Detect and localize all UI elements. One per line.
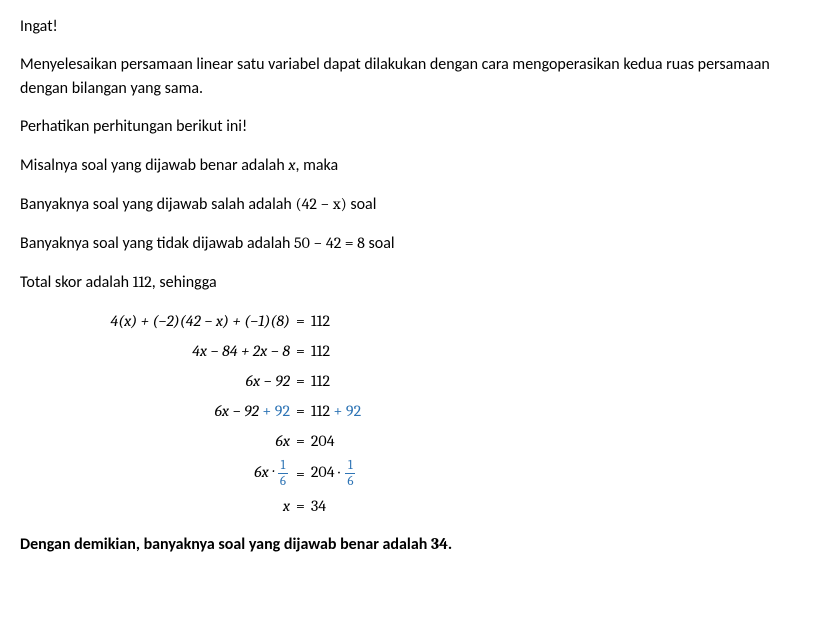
eq-sign: = <box>296 399 305 423</box>
eq6-right: 204 · 16 <box>305 459 358 488</box>
eq-sign: = <box>296 369 305 393</box>
fraction-left: 16 <box>278 459 288 488</box>
eq1-left: 4(x) + (−2)(42 − x) + (−1)(8) <box>20 309 296 333</box>
eq-line-6: 6x · 16 = 204 · 16 <box>20 459 819 488</box>
text-let-a: Misalnya soal yang dijawab benar adalah <box>20 156 288 175</box>
eq-line-3: 6x − 92 = 112 <box>20 369 819 393</box>
text-let-b: , maka <box>295 156 338 175</box>
eq2-left: 4x − 84 + 2x − 8 <box>20 339 296 363</box>
conclusion: Dengan demikian, banyaknya soal yang dij… <box>20 532 819 557</box>
eq1-right: 112 <box>305 309 330 333</box>
eq-line-7: x = 34 <box>20 494 819 518</box>
equation-block: 4(x) + (−2)(42 − x) + (−1)(8) = 112 4x −… <box>20 309 819 518</box>
fraction-right: 16 <box>345 459 355 488</box>
eq6-left: 6x · 16 <box>20 459 296 488</box>
text-wrong-b: soal <box>347 195 377 214</box>
eq5-left: 6x <box>20 429 296 453</box>
text-unans-a: Banyaknya soal yang tidak dijawab adalah <box>20 234 294 253</box>
paragraph-unanswered: Banyaknya soal yang tidak dijawab adalah… <box>20 231 819 256</box>
eq2-right: 112 <box>305 339 330 363</box>
text-unans-b: soal <box>365 234 395 253</box>
text-wrong-a: Banyaknya soal yang dijawab salah adalah <box>20 195 295 214</box>
conclusion-val: 34 <box>431 535 448 553</box>
eq4-left: 6x − 92 + 92 <box>20 399 296 423</box>
text-total-a: Total skor adalah <box>20 273 133 292</box>
paragraph-attention: Perhatikan perhitungan berikut ini! <box>20 115 819 139</box>
conclusion-b: . <box>448 535 452 554</box>
paragraph-wrong: Banyaknya soal yang dijawab salah adalah… <box>20 192 819 217</box>
paragraph-total: Total skor adalah 112, sehingga <box>20 270 819 295</box>
conclusion-a: Dengan demikian, banyaknya soal yang dij… <box>20 535 431 554</box>
expr-50-42: 50 − 42 = 8 <box>294 234 365 252</box>
eq-sign: = <box>296 309 305 333</box>
eq4-right: 112 + 92 <box>305 399 361 423</box>
eq3-left: 6x − 92 <box>20 369 296 393</box>
accent-plus92-left: + 92 <box>262 402 290 420</box>
expr-42-x: (42 − x) <box>295 195 346 213</box>
eq-line-1: 4(x) + (−2)(42 − x) + (−1)(8) = 112 <box>20 309 819 333</box>
eq5-right: 204 <box>305 429 335 453</box>
eq-sign: = <box>296 339 305 363</box>
eq-sign: = <box>296 429 305 453</box>
eq-line-4: 6x − 92 + 92 = 112 + 92 <box>20 399 819 423</box>
eq-line-5: 6x = 204 <box>20 429 819 453</box>
eq7-right: 34 <box>305 494 326 518</box>
eq3-right: 112 <box>305 369 330 393</box>
paragraph-intro: Menyelesaikan persamaan linear satu vari… <box>20 53 819 101</box>
eq-line-2: 4x − 84 + 2x − 8 = 112 <box>20 339 819 363</box>
heading-ingat: Ingat! <box>20 15 819 39</box>
paragraph-let: Misalnya soal yang dijawab benar adalah … <box>20 153 819 178</box>
eq7-left: x <box>20 494 296 518</box>
val-112: 112 <box>133 273 152 291</box>
eq-sign: = <box>296 462 305 486</box>
eq-sign: = <box>296 494 305 518</box>
text-total-b: , sehingga <box>152 273 217 292</box>
accent-plus92-right: + 92 <box>334 402 362 420</box>
